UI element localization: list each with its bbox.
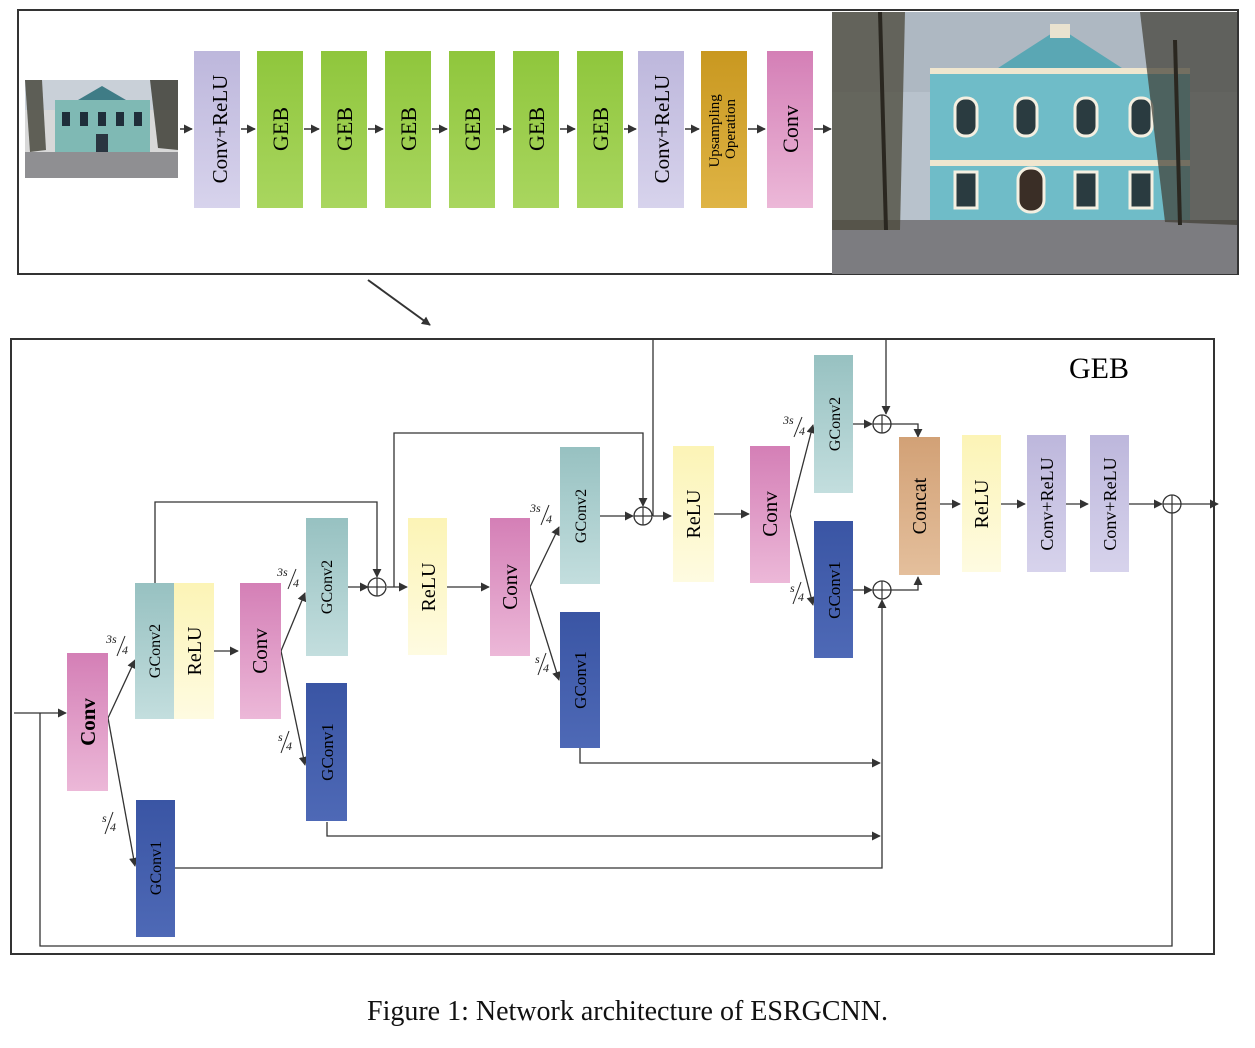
svg-text:3s: 3s xyxy=(782,413,794,427)
svg-text:GConv1: GConv1 xyxy=(825,561,844,619)
svg-text:3s: 3s xyxy=(105,632,117,646)
svg-text:GEB: GEB xyxy=(396,107,421,151)
svg-text:ReLU: ReLU xyxy=(418,562,440,611)
svg-text:3s: 3s xyxy=(276,565,288,579)
split-label-s4: s4 xyxy=(278,730,292,754)
svg-text:GConv1: GConv1 xyxy=(571,651,590,709)
split-labels: 3s4 s4 3s4 s4 3s4 s4 3s4 s4 xyxy=(102,413,805,835)
svg-text:Conv: Conv xyxy=(758,491,782,537)
svg-text:Conv: Conv xyxy=(778,105,803,153)
split-label-3s4: 3s 4 xyxy=(276,565,299,590)
svg-text:GEB: GEB xyxy=(460,107,485,151)
svg-text:ReLU: ReLU xyxy=(971,479,993,528)
geb-detail-frame xyxy=(10,338,1215,955)
fusion-node-4 xyxy=(872,580,892,600)
conv-block-2: Conv xyxy=(240,583,281,719)
split-label-3s4: 3s 4 xyxy=(529,501,552,526)
geb-connections xyxy=(14,339,1219,947)
svg-text:GEB: GEB xyxy=(588,107,613,151)
gconv1-block-3: GConv1 xyxy=(560,612,600,748)
top-block-geb-5: GEB xyxy=(513,51,559,208)
relu-block-1: ReLU xyxy=(174,583,214,719)
svg-text:Conv+ReLU: Conv+ReLU xyxy=(650,75,674,184)
top-block-geb-1: GEB xyxy=(257,51,303,208)
relu-block-4: ReLU xyxy=(962,435,1001,572)
split-label-s4: s4 xyxy=(790,581,804,605)
svg-text:GEB: GEB xyxy=(332,107,357,151)
zoom-connector-arrow xyxy=(367,279,431,326)
svg-text:4: 4 xyxy=(546,512,552,526)
fusion-node-output xyxy=(1162,494,1182,514)
svg-text:GEB: GEB xyxy=(268,107,293,151)
gconv1-block-2: GConv1 xyxy=(306,683,347,821)
svg-text:4: 4 xyxy=(122,643,128,657)
split-label-3s4: 3s 4 xyxy=(105,632,128,657)
conv-block-3: Conv xyxy=(490,518,530,656)
split-label-s4: s4 xyxy=(535,652,549,676)
svg-text:GConv1: GConv1 xyxy=(148,841,165,895)
svg-text:GConv2: GConv2 xyxy=(573,489,590,543)
input-image xyxy=(25,80,178,178)
fusion-node-3 xyxy=(872,414,892,434)
svg-text:ReLU: ReLU xyxy=(683,489,705,538)
split-label-s4: s4 xyxy=(102,811,116,835)
top-block-geb-6: GEB xyxy=(577,51,623,208)
figure-caption: Figure 1: Network architecture of ESRGCN… xyxy=(367,996,888,1027)
fusion-node-1 xyxy=(367,577,387,597)
conv-block-4: Conv xyxy=(750,446,790,583)
top-block-upsampling: Upsampling Operation xyxy=(701,51,747,208)
svg-text:s: s xyxy=(102,811,107,825)
svg-text:Concat: Concat xyxy=(909,477,931,534)
svg-text:4: 4 xyxy=(286,739,292,753)
svg-text:GConv1: GConv1 xyxy=(318,723,337,781)
svg-text:ReLU: ReLU xyxy=(184,626,206,675)
top-block-geb-2: GEB xyxy=(321,51,367,208)
svg-text:Conv: Conv xyxy=(248,628,272,674)
concat-block: Concat xyxy=(899,437,940,575)
conv-block-1: Conv xyxy=(67,653,108,791)
svg-text:GConv2: GConv2 xyxy=(827,397,844,451)
svg-text:4: 4 xyxy=(110,820,116,834)
relu-block-3: ReLU xyxy=(673,446,714,582)
top-block-conv-relu-1: Conv+ReLU xyxy=(194,51,240,208)
gconv2-block-4: GConv2 xyxy=(814,355,853,493)
svg-text:4: 4 xyxy=(293,576,299,590)
fusion-node-2 xyxy=(633,506,653,526)
top-block-geb-4: GEB xyxy=(449,51,495,208)
svg-text:Conv: Conv xyxy=(76,698,100,746)
top-block-geb-3: GEB xyxy=(385,51,431,208)
svg-text:s: s xyxy=(278,730,283,744)
svg-text:3s: 3s xyxy=(529,501,541,515)
svg-text:4: 4 xyxy=(798,590,804,604)
svg-text:4: 4 xyxy=(799,424,805,438)
svg-text:Conv: Conv xyxy=(498,564,522,610)
conv-relu-block-1: Conv+ReLU xyxy=(1027,435,1066,572)
gconv1-block-4: GConv1 xyxy=(814,521,853,658)
svg-text:s: s xyxy=(790,581,795,595)
top-block-conv-relu-2: Conv+ReLU xyxy=(638,51,684,208)
gconv2-block-3: GConv2 xyxy=(560,447,600,584)
geb-title: GEB xyxy=(1069,352,1129,385)
upsampling-label: Upsampling Operation xyxy=(707,90,739,167)
output-image xyxy=(832,11,1237,274)
svg-text:GEB: GEB xyxy=(524,107,549,151)
relu-block-2: ReLU xyxy=(408,518,447,655)
gconv2-block-1: GConv2 xyxy=(135,583,174,719)
top-block-conv: Conv xyxy=(767,51,813,208)
conv-relu-block-2: Conv+ReLU xyxy=(1090,435,1129,572)
svg-text:Conv+ReLU: Conv+ReLU xyxy=(1037,457,1057,550)
svg-text:s: s xyxy=(535,652,540,666)
svg-text:4: 4 xyxy=(543,661,549,675)
svg-text:Conv+ReLU: Conv+ReLU xyxy=(208,75,232,184)
gconv2-block-2: GConv2 xyxy=(306,518,348,656)
gconv1-block-1: GConv1 xyxy=(136,800,175,937)
svg-text:GConv2: GConv2 xyxy=(147,624,164,678)
svg-text:Conv+ReLU: Conv+ReLU xyxy=(1100,457,1120,550)
top-pipeline-frame xyxy=(17,9,1239,275)
split-label-3s4: 3s 4 xyxy=(782,413,805,438)
svg-text:GConv2: GConv2 xyxy=(319,560,336,614)
